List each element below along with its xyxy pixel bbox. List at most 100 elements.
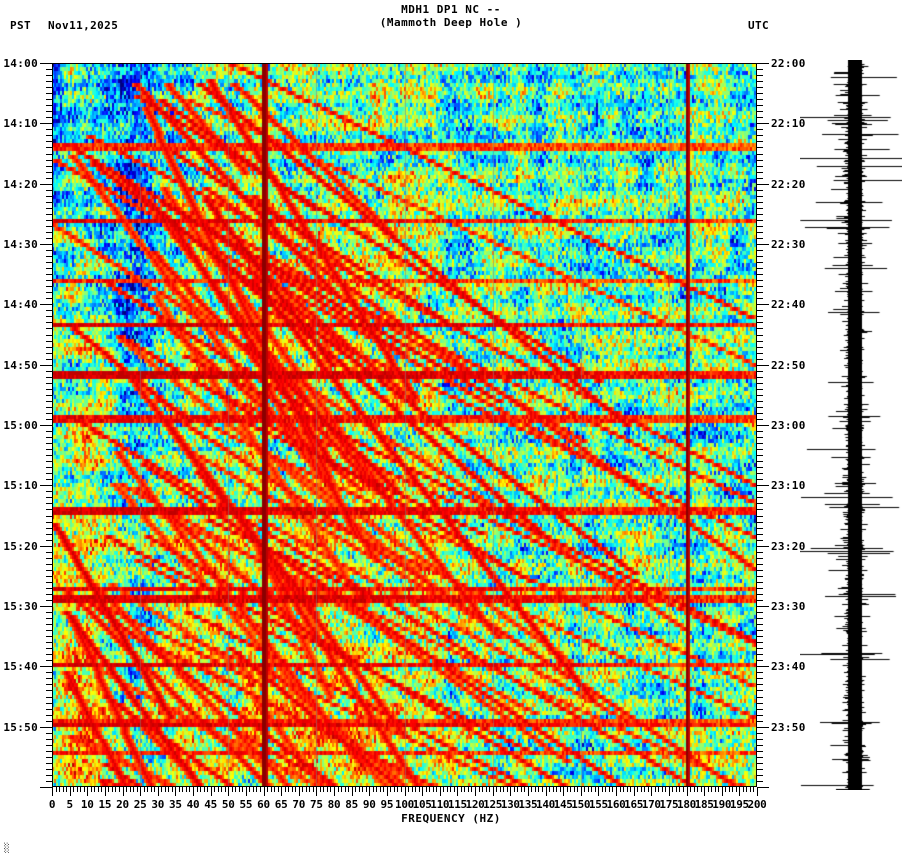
y-axis-tick-right bbox=[757, 727, 769, 728]
x-axis-tick bbox=[556, 787, 557, 792]
x-axis-tick-label: 180 bbox=[677, 798, 696, 811]
y-axis-tick-right bbox=[757, 690, 763, 691]
y-axis-tick-right bbox=[757, 111, 763, 112]
x-axis-tick bbox=[750, 787, 751, 792]
x-axis-tick bbox=[479, 787, 480, 792]
y-axis-tick-label-left: 15:50 bbox=[3, 720, 38, 734]
x-axis-tick bbox=[264, 787, 265, 796]
x-axis-tick-label: 125 bbox=[483, 798, 503, 811]
x-axis-tick bbox=[651, 787, 652, 796]
y-axis-tick-right bbox=[757, 678, 763, 679]
x-axis-tick bbox=[299, 787, 300, 796]
x-axis-tick bbox=[507, 787, 508, 792]
x-axis-tick bbox=[669, 787, 670, 796]
x-axis-tick bbox=[52, 787, 53, 796]
y-axis-tick-right bbox=[757, 709, 763, 710]
x-axis-tick bbox=[197, 787, 198, 792]
x-axis-tick bbox=[387, 787, 388, 796]
x-axis-tick bbox=[383, 787, 384, 792]
x-axis-tick bbox=[500, 787, 501, 792]
x-axis-tick bbox=[612, 787, 613, 792]
x-axis-tick bbox=[718, 787, 719, 792]
x-axis-tick bbox=[394, 787, 395, 792]
y-axis-tick-right bbox=[757, 763, 763, 764]
x-axis-tick-label: 195 bbox=[729, 798, 749, 811]
y-axis-tick-right bbox=[757, 461, 763, 462]
y-axis-tick-right bbox=[757, 117, 763, 118]
x-axis-tick bbox=[591, 787, 592, 792]
x-axis-tick bbox=[690, 787, 691, 792]
x-axis-tick bbox=[715, 787, 716, 792]
x-axis-tick bbox=[295, 787, 296, 792]
x-axis-tick bbox=[584, 787, 585, 792]
y-axis-tick-right bbox=[757, 431, 763, 432]
x-axis-tick bbox=[369, 787, 370, 796]
y-axis-tick-left bbox=[40, 606, 52, 607]
x-axis-tick bbox=[429, 787, 430, 792]
x-axis-tick bbox=[722, 787, 723, 796]
x-axis-tick bbox=[274, 787, 275, 792]
x-axis-tick-label: 190 bbox=[712, 798, 732, 811]
x-axis-tick bbox=[260, 787, 261, 792]
timezone-label-right: UTC bbox=[748, 19, 770, 32]
y-axis-tick-left bbox=[40, 63, 52, 64]
x-axis-tick bbox=[443, 787, 444, 792]
x-axis-tick bbox=[168, 787, 169, 792]
y-axis-tick-right bbox=[757, 612, 763, 613]
x-axis-tick bbox=[623, 787, 624, 792]
y-axis-tick-right bbox=[757, 129, 763, 130]
x-axis-tick-label: 75 bbox=[310, 798, 323, 811]
x-axis-tick bbox=[232, 787, 233, 792]
x-axis-tick bbox=[154, 787, 155, 792]
date-label: Nov11,2025 bbox=[48, 19, 119, 32]
y-axis-tick-right bbox=[757, 437, 763, 438]
x-axis-tick bbox=[144, 787, 145, 792]
x-axis-tick bbox=[510, 787, 511, 796]
x-axis-tick bbox=[454, 787, 455, 792]
spectrogram-image[interactable] bbox=[52, 63, 757, 787]
x-axis-tick-label: 140 bbox=[536, 798, 555, 811]
y-axis-tick-right bbox=[757, 455, 763, 456]
x-axis-tick bbox=[94, 787, 95, 792]
x-axis-tick bbox=[412, 787, 413, 792]
x-axis-tick bbox=[574, 787, 575, 792]
y-axis-tick-left bbox=[40, 184, 52, 185]
y-axis-tick-left bbox=[40, 365, 52, 366]
x-axis-tick bbox=[66, 787, 67, 792]
x-axis-tick bbox=[292, 787, 293, 792]
x-axis-tick bbox=[521, 787, 522, 792]
x-axis-tick bbox=[211, 787, 212, 796]
y-axis-tick-right bbox=[757, 389, 763, 390]
y-axis-tick-right bbox=[757, 485, 769, 486]
x-axis-tick bbox=[119, 787, 120, 792]
x-axis-tick bbox=[193, 787, 194, 796]
x-axis-tick bbox=[59, 787, 60, 792]
y-axis-tick-right bbox=[757, 147, 763, 148]
y-axis-tick-left bbox=[40, 123, 52, 124]
y-axis-tick-right bbox=[757, 739, 763, 740]
x-axis-tick bbox=[140, 787, 141, 796]
x-axis-tick-label: 25 bbox=[133, 798, 147, 811]
x-axis-tick bbox=[679, 787, 680, 792]
x-axis-tick bbox=[105, 787, 106, 796]
y-axis-tick-right bbox=[757, 135, 763, 136]
x-axis-tick bbox=[200, 787, 201, 792]
x-axis-tick-label: 10 bbox=[80, 798, 94, 811]
x-axis-tick bbox=[225, 787, 226, 792]
x-axis-tick bbox=[302, 787, 303, 792]
spectrogram-panel[interactable] bbox=[52, 63, 757, 787]
x-axis-tick bbox=[729, 787, 730, 792]
y-axis-tick-label-left: 15:20 bbox=[3, 539, 38, 553]
x-axis-tick bbox=[390, 787, 391, 792]
y-axis-tick-right bbox=[757, 232, 763, 233]
y-axis-tick-right bbox=[757, 630, 763, 631]
waveform-trace[interactable] bbox=[800, 60, 902, 790]
x-axis-tick bbox=[553, 787, 554, 792]
y-axis-tick-right bbox=[757, 721, 763, 722]
corner-glyph: ░ bbox=[4, 844, 10, 854]
x-axis-tick-label: 175 bbox=[659, 798, 679, 811]
y-axis-tick-right bbox=[757, 648, 763, 649]
x-axis-tick bbox=[366, 787, 367, 792]
waveform-panel[interactable] bbox=[800, 60, 902, 790]
y-axis-tick-right bbox=[757, 377, 763, 378]
